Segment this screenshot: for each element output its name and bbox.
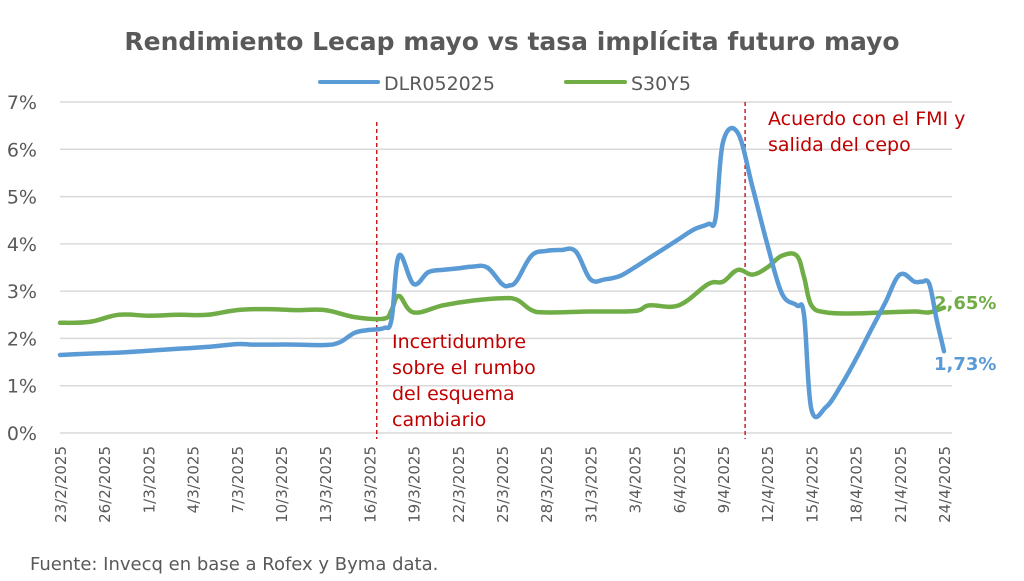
annotation-text: del esquema [392,383,515,405]
legend-label-s30y5: S30Y5 [631,73,691,95]
series-lines [57,125,947,420]
chart-title: Rendimiento Lecap mayo vs tasa implícita… [124,27,899,56]
x-tick-label: 16/3/2025 [361,446,379,523]
x-tick-label: 9/4/2025 [715,446,733,513]
x-tick-label: 28/3/2025 [538,446,556,523]
legend-label-dlr052025: DLR052025 [384,73,495,95]
x-tick-label: 4/3/2025 [185,446,203,513]
x-tick-label: 7/3/2025 [229,446,247,513]
x-tick-label: 26/2/2025 [96,446,114,523]
series-line-dlr052025 [57,125,947,420]
x-tick-label: 3/4/2025 [627,446,645,513]
source-note: Fuente: Invecq en base a Rofex y Byma da… [30,554,438,575]
y-tick-label: 4% [7,234,37,256]
y-tick-label: 2% [7,328,37,350]
x-tick-label: 12/4/2025 [759,446,777,523]
x-tick-label: 21/4/2025 [892,446,910,523]
x-tick-label: 23/2/2025 [52,446,70,523]
annotation-text: Acuerdo con el FMI y [768,108,965,130]
x-tick-label: 24/4/2025 [936,446,954,523]
x-axis-ticks: 23/2/2025 26/2/2025 1/3/2025 4/3/2025 7/3/20… [52,446,954,523]
y-tick-label: 0% [7,423,37,445]
x-tick-label: 15/4/2025 [803,446,821,523]
annotation-text: Incertidumbre [392,331,526,353]
x-tick-label: 31/3/2025 [582,446,600,523]
gridlines [60,101,952,434]
y-tick-label: 7% [7,92,37,114]
end-labels: 2,65% 1,73% [934,293,996,375]
annotations: Incertidumbre sobre el rumbo del esquema ca… [376,102,965,439]
x-tick-label: 22/3/2025 [450,446,468,523]
y-tick-label: 6% [7,139,37,161]
x-tick-label: 1/3/2025 [140,446,158,513]
end-label-s30y5: 2,65% [934,293,996,314]
annotation-text: salida del cepo [768,134,911,156]
y-axis-ticks: 0% 1% 2% 3% 4% 5% 6% 7% [7,92,37,445]
y-tick-label: 5% [7,187,37,209]
x-tick-label: 25/3/2025 [494,446,512,523]
x-tick-label: 19/3/2025 [406,446,424,523]
x-tick-label: 18/4/2025 [848,446,866,523]
x-tick-label: 10/3/2025 [273,446,291,523]
y-tick-label: 3% [7,281,37,303]
x-tick-label: 6/4/2025 [671,446,689,513]
annotation-text: cambiario [392,409,486,431]
annotation-text: sobre el rumbo [392,357,536,379]
y-tick-label: 1% [7,376,37,398]
legend: DLR052025 S30Y5 [318,73,691,95]
x-tick-label: 13/3/2025 [317,446,335,523]
series-line-s30y5 [57,251,947,326]
end-label-dlr052025: 1,73% [934,354,996,375]
